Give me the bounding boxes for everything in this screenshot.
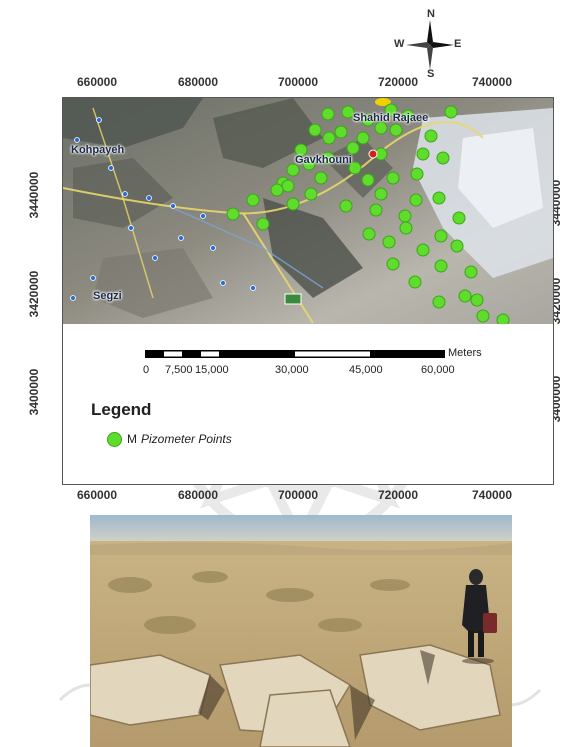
x-tick-top-1: 660000 <box>76 75 118 89</box>
legend-title: Legend <box>91 400 152 419</box>
scale-label-15000: 15,000 <box>195 364 229 376</box>
place-label-segzi: Segzi <box>93 290 122 302</box>
x-tick-bottom-2: 680000 <box>177 488 219 502</box>
x-tick-top-5: 740000 <box>471 75 513 89</box>
x-tick-top-2: 680000 <box>177 75 219 89</box>
x-tick-top-4: 720000 <box>377 75 419 89</box>
y-tick-left-3: 3400000 <box>27 368 41 416</box>
person-figure <box>462 569 497 664</box>
legend-piezometer-marker <box>107 432 122 447</box>
x-tick-bottom-4: 720000 <box>377 488 419 502</box>
place-label-kohpayeh: Kohpayeh <box>71 144 125 156</box>
field-photo <box>90 515 512 747</box>
x-tick-top-3: 700000 <box>277 75 319 89</box>
scale-label-7500: 7,500 <box>165 364 193 376</box>
piezometer-points <box>226 103 510 324</box>
scale-label-45000: 45,000 <box>349 364 383 376</box>
scale-label-60000: 60,000 <box>421 364 455 376</box>
legend-item-label: Pizometer Points <box>141 432 232 446</box>
scale-unit: Meters <box>448 347 482 359</box>
scale-label-30000: 30,000 <box>275 364 309 376</box>
legend-marker-code: M <box>127 432 137 446</box>
compass-s-label: S <box>427 68 435 80</box>
compass-w-label: W <box>394 38 405 50</box>
compass-n-label: N <box>427 8 435 20</box>
scale-label-0: 0 <box>143 364 150 376</box>
x-tick-bottom-1: 660000 <box>76 488 118 502</box>
north-arrow: N S W E <box>394 8 462 80</box>
place-label-shahid-rajaee: Shahid Rajaee <box>353 112 429 124</box>
map-frame: Kohpayeh Segzi Shahid Rajaee Gavkhouni M… <box>62 97 554 485</box>
desert-photo-image <box>90 515 512 747</box>
y-tick-left-2: 3420000 <box>27 270 41 318</box>
y-tick-left-1: 3440000 <box>27 171 41 219</box>
x-tick-bottom-5: 740000 <box>471 488 513 502</box>
compass-e-label: E <box>454 38 462 50</box>
x-tick-bottom-3: 700000 <box>277 488 319 502</box>
scale-bar <box>145 350 445 358</box>
place-label-gavkhouni: Gavkhouni <box>295 154 352 166</box>
satellite-basemap <box>63 98 553 324</box>
compass-icon <box>406 20 454 70</box>
